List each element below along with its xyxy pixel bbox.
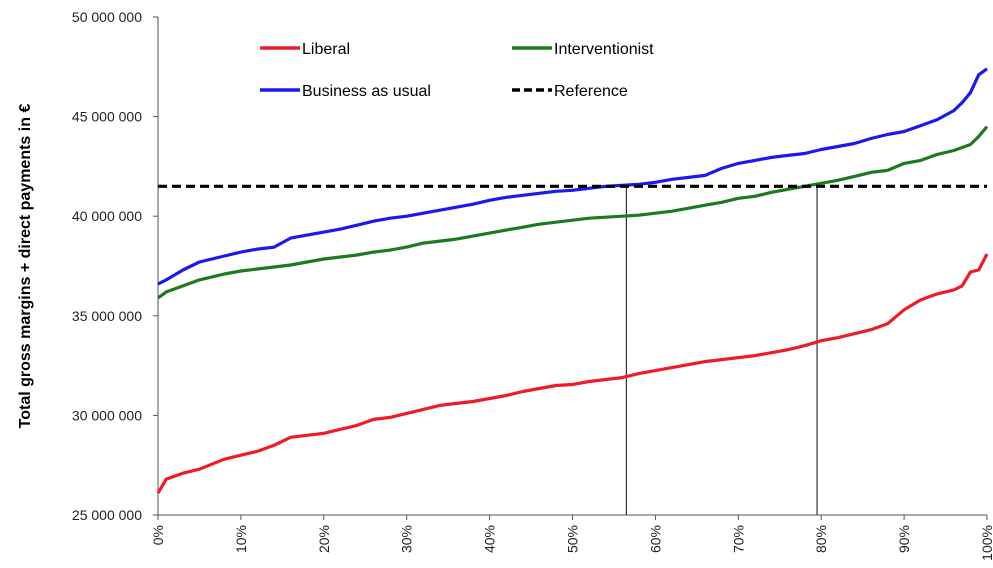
y-axis-label: Total gross margins + direct payments in… — [17, 104, 34, 429]
y-tick-label: 40 000 000 — [72, 208, 142, 224]
y-tick-label: 35 000 000 — [72, 308, 142, 324]
x-tick-label: 40% — [482, 525, 498, 553]
x-tick-labels: 0% 10% 20% 30% 40% 50% 60% 70% 80% 90% 100% — [150, 525, 993, 561]
legend: Liberal Interventionist Business as usual R… — [260, 41, 654, 100]
x-tick-label: 30% — [399, 525, 415, 553]
y-tick-labels: 25 000 000 30 000 000 35 000 000 40 000 000… — [72, 9, 142, 523]
series-lines — [156, 67, 989, 494]
y-tick-label: 25 000 000 — [72, 507, 142, 523]
legend-label: Business as usual — [302, 83, 431, 100]
x-tick-label: 10% — [233, 525, 249, 553]
x-tick-label: 50% — [565, 525, 581, 553]
y-tick-label: 30 000 000 — [72, 407, 142, 423]
vertical-marker-lines — [625, 186, 818, 515]
series-line-0 — [156, 253, 989, 494]
y-tick-label: 50 000 000 — [72, 9, 142, 25]
x-tick-label: 20% — [316, 525, 332, 553]
x-tick-label: 90% — [896, 525, 912, 553]
series-line-2 — [157, 67, 988, 286]
legend-label: Reference — [554, 83, 628, 100]
x-tick-label: 0% — [150, 525, 166, 545]
legend-label: Liberal — [302, 41, 350, 58]
y-tick-label: 45 000 000 — [72, 109, 142, 125]
x-tick-label: 60% — [647, 525, 663, 553]
x-tick-label: 70% — [730, 525, 746, 553]
axes — [153, 16, 988, 520]
legend-label: Interventionist — [554, 41, 654, 58]
series-line-1 — [157, 125, 989, 300]
x-tick-label: 100% — [979, 525, 993, 561]
x-tick-label: 80% — [813, 525, 829, 553]
